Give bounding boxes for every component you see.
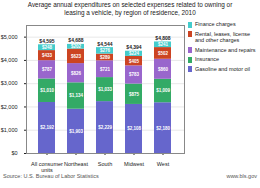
svg-text:$783: $783	[129, 73, 140, 78]
svg-text:$787: $787	[42, 67, 53, 72]
svg-text:$1,000: $1,000	[1, 127, 18, 133]
svg-text:$3,000: $3,000	[1, 81, 18, 87]
svg-text:$826: $826	[71, 71, 82, 76]
svg-text:$4,8084808: $4,8084808	[155, 35, 171, 41]
svg-text:$2,192: $2,192	[40, 126, 54, 131]
svg-text:$1,903: $1,903	[69, 129, 83, 134]
svg-text:$4,5444544: $4,5444544	[97, 41, 113, 47]
svg-text:$248: $248	[42, 45, 53, 50]
svg-text:$1,010: $1,010	[40, 88, 54, 93]
svg-text:$2,000: $2,000	[1, 104, 18, 110]
svg-text:$1,134: $1,134	[69, 94, 83, 99]
svg-text:$2,229: $2,229	[98, 125, 112, 130]
svg-text:$202: $202	[71, 44, 82, 49]
svg-text:$875: $875	[129, 92, 140, 97]
svg-text:Midwest: Midwest	[124, 162, 145, 168]
svg-text:$224: $224	[129, 51, 140, 56]
svg-text:$502: $502	[158, 51, 169, 56]
svg-text:$4,3944394: $4,3944394	[126, 44, 142, 50]
html-text:Finance charges: Finance charges	[195, 21, 236, 28]
svg-text:All consumerunits: All consumerunits	[31, 162, 63, 174]
svg-text:$721: $721	[100, 67, 111, 72]
html-text:Source: U.S. Bureau of Labor S: Source: U.S. Bureau of Labor Statistics	[3, 173, 99, 180]
svg-text:$5,000: $5,000	[1, 34, 18, 40]
svg-text:$860: $860	[158, 67, 169, 72]
svg-text:$4,5954595: $4,5954595	[39, 38, 55, 44]
svg-text:$433: $433	[42, 53, 53, 58]
svg-text:$623: $623	[71, 54, 82, 59]
html-text:www.bls.gov: www.bls.gov	[226, 173, 257, 180]
svg-text:$2,108: $2,108	[127, 127, 141, 132]
svg-text:$2,180: $2,180	[156, 126, 170, 131]
svg-text:Northeast: Northeast	[64, 162, 88, 168]
svg-text:$4,000: $4,000	[1, 57, 18, 63]
svg-text:$1,009: $1,009	[156, 89, 170, 94]
svg-text:$1,033: $1,033	[98, 87, 112, 92]
html-text:Insurance: Insurance	[195, 56, 220, 63]
svg-text:$289: $289	[100, 55, 111, 60]
html-text:Rental, leases, license and ot: Rental, leases, license and other charge…	[195, 30, 250, 44]
html-text:Gasoline and motor oil: Gasoline and motor oil	[195, 65, 250, 72]
svg-text:West: West	[157, 162, 170, 168]
svg-text:$276: $276	[100, 48, 111, 53]
svg-text:$0: $0	[11, 150, 17, 156]
svg-text:$241: $241	[158, 42, 169, 47]
html-text:Average annual expenditures on: Average annual expenditures on selected …	[27, 1, 233, 16]
html-text:Maintenance and repairs: Maintenance and repairs	[195, 46, 256, 53]
svg-text:$4,6884688: $4,6884688	[68, 38, 84, 44]
svg-text:South: South	[98, 162, 112, 168]
svg-text:$405: $405	[129, 59, 140, 64]
